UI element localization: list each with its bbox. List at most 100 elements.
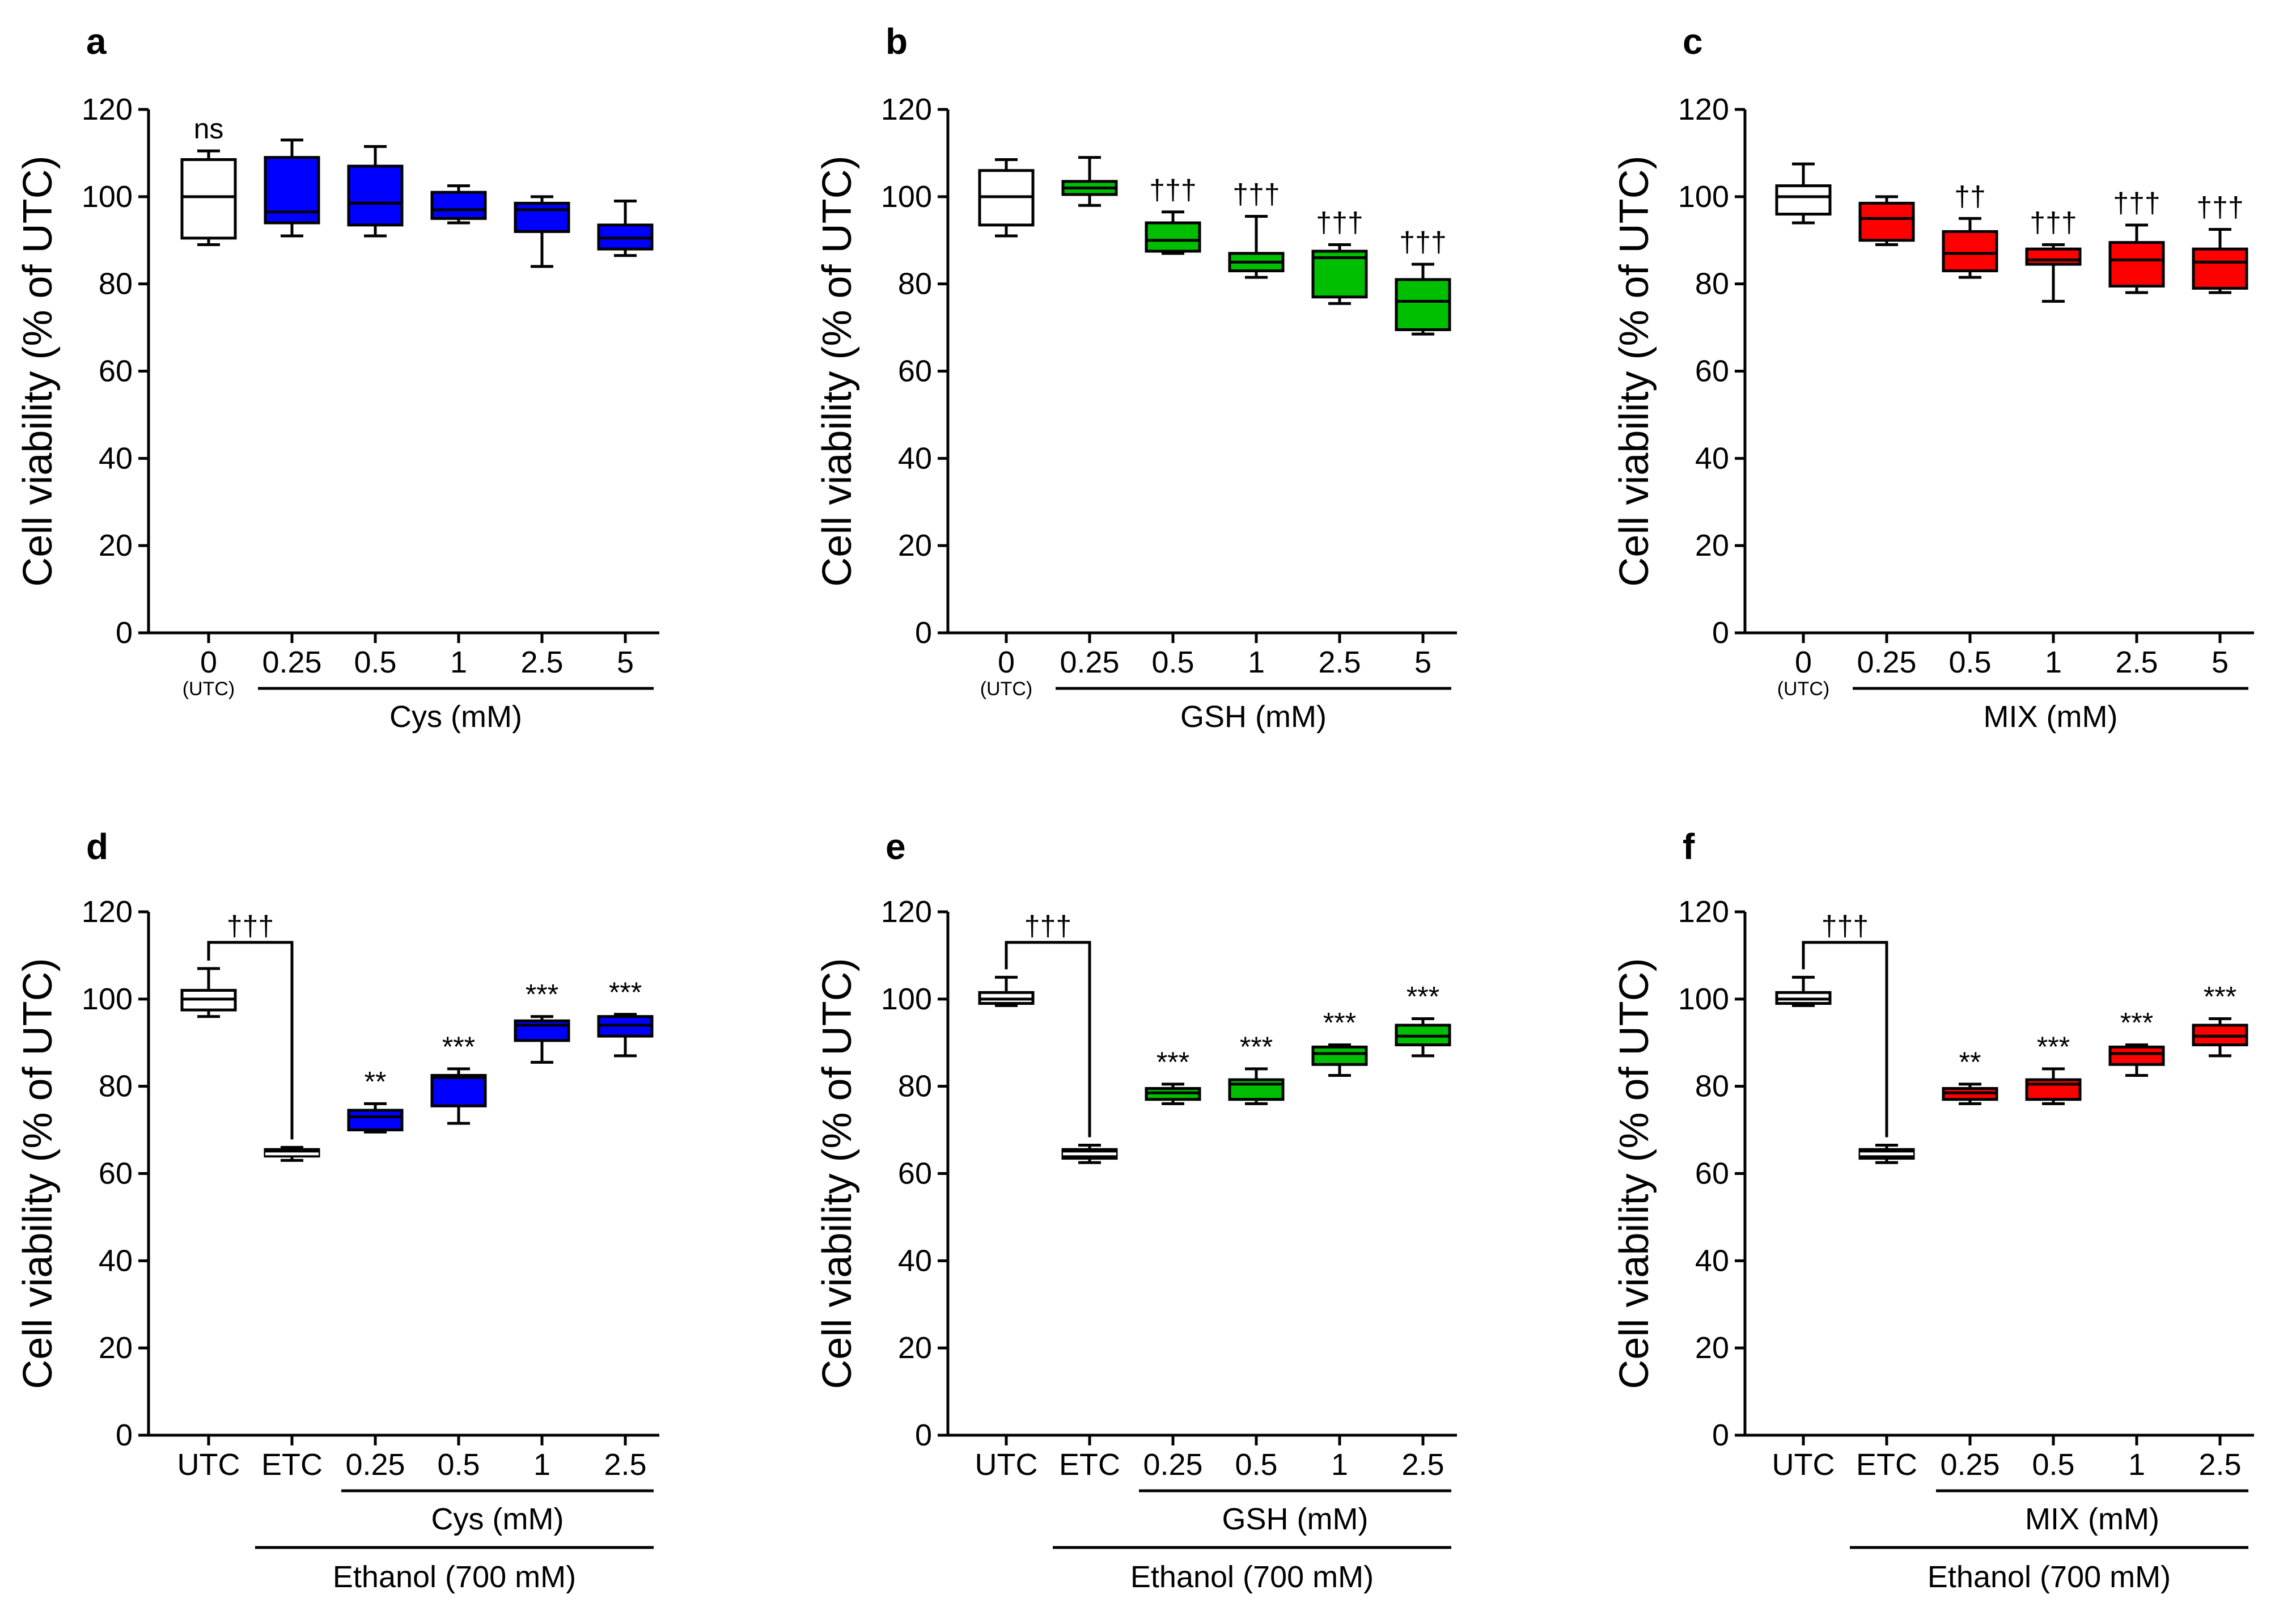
x-tick-label: 0.5 [354, 645, 396, 679]
y-tick-label: 20 [1695, 1331, 1729, 1365]
box-4 [514, 1015, 570, 1064]
y-tick-label: 80 [1695, 1069, 1729, 1103]
x-tick-label: 0 [200, 645, 217, 679]
group-label: Cys (mM) [431, 1502, 564, 1536]
box-2 [347, 1102, 404, 1134]
x-tick-label: 2.5 [1318, 645, 1361, 679]
y-tick-label: 60 [898, 354, 932, 388]
box-3 [1228, 1067, 1285, 1105]
outer-label: Ethanol (700 mM) [1928, 1560, 2171, 1594]
y-tick-label: 120 [881, 92, 932, 126]
panel-letter: f [1683, 826, 1695, 867]
box-3 [430, 184, 487, 225]
significance-label: ** [1959, 1046, 1981, 1078]
group-label: MIX (mM) [2025, 1502, 2159, 1536]
box-4 [514, 195, 570, 268]
y-tick-label: 20 [898, 528, 932, 563]
x-sub-label: (UTC) [183, 678, 235, 700]
y-tick-label: 40 [99, 441, 133, 475]
comparison-bracket [1802, 941, 1888, 1138]
box-0 [180, 967, 237, 1018]
comparison-bracket [207, 941, 294, 1140]
box-iqr [2025, 247, 2082, 266]
box-0 [1775, 975, 1832, 1007]
y-axis-label: Cell viability (% of UTC) [815, 958, 860, 1389]
box-iqr [2108, 1045, 2165, 1066]
group-label: GSH (mM) [1222, 1502, 1369, 1536]
box-2 [1145, 1083, 1201, 1105]
y-tick-label: 120 [1678, 895, 1729, 929]
y-tick-label: 40 [1695, 1244, 1729, 1278]
box-4 [1311, 243, 1368, 305]
x-tick-label: 0.25 [1857, 645, 1916, 679]
y-tick-label: 0 [915, 1418, 932, 1452]
significance-label: *** [2037, 1031, 2070, 1063]
x-tick-label: ETC [1059, 1448, 1120, 1482]
bracket-label: ††† [1821, 910, 1869, 942]
box-iqr [347, 164, 404, 227]
y-tick-label: 20 [99, 528, 133, 563]
box-iqr [1858, 201, 1915, 242]
y-tick-label: 80 [898, 1069, 932, 1103]
significance-label: ††† [1232, 178, 1280, 210]
y-tick-label: 60 [1695, 354, 1729, 388]
y-tick-label: 60 [898, 1157, 932, 1191]
y-tick-label: 100 [82, 180, 133, 214]
x-tick-label: 1 [450, 645, 467, 679]
y-axis-label: Cell viability (% of UTC) [1612, 958, 1657, 1389]
x-tick-label: 1 [1248, 645, 1265, 679]
x-tick-label: 0.5 [437, 1448, 480, 1482]
y-tick-label: 40 [898, 441, 932, 475]
significance-label: *** [442, 1031, 475, 1063]
significance-label: ns [194, 113, 224, 145]
x-tick-label: 1 [2128, 1448, 2145, 1482]
x-tick-label: 0.25 [1940, 1448, 2000, 1482]
box-0 [978, 975, 1035, 1007]
significance-label: †† [1954, 180, 1986, 212]
x-tick-label: 0.5 [1948, 645, 1991, 679]
significance-label: ††† [2030, 206, 2077, 238]
box-iqr [1942, 230, 1998, 273]
y-tick-label: 120 [82, 895, 133, 929]
box-iqr [1775, 184, 1832, 216]
x-tick-label: 0.5 [1151, 645, 1194, 679]
box-3 [1228, 214, 1285, 279]
y-tick-label: 20 [1695, 528, 1729, 563]
box-iqr [1145, 221, 1201, 253]
x-tick-label: 0.25 [345, 1448, 405, 1482]
y-axis-label: Cell viability (% of UTC) [15, 958, 61, 1389]
outer-label: Ethanol (700 mM) [333, 1560, 576, 1594]
x-tick-label: 0.5 [1235, 1448, 1277, 1482]
x-tick-label: 5 [617, 645, 634, 679]
y-tick-label: 80 [1695, 267, 1729, 301]
group-label: Cys (mM) [389, 700, 522, 734]
box-3 [2025, 243, 2082, 303]
box-iqr [514, 201, 570, 233]
x-tick-label: 2.5 [520, 645, 563, 679]
y-tick-label: 40 [1695, 441, 1729, 475]
x-tick-label: 1 [1331, 1448, 1348, 1482]
panel-letter: a [86, 21, 107, 62]
x-tick-label: 2.5 [2115, 645, 2158, 679]
y-tick-label: 120 [82, 92, 133, 126]
x-tick-label: 0.25 [262, 645, 321, 679]
x-tick-label: 0.25 [1060, 645, 1119, 679]
panel-letter: e [886, 826, 906, 867]
y-tick-label: 100 [82, 982, 133, 1016]
box-2 [1942, 217, 1998, 279]
x-tick-label: 0.25 [1143, 1448, 1202, 1482]
box-5 [2192, 1017, 2248, 1058]
box-iqr [1395, 278, 1451, 331]
significance-label: *** [2204, 980, 2236, 1012]
y-tick-label: 100 [881, 982, 932, 1016]
y-axis-label: Cell viability (% of UTC) [815, 155, 860, 586]
bracket-label: ††† [227, 910, 274, 942]
group-label: GSH (mM) [1180, 700, 1327, 734]
y-tick-label: 0 [116, 616, 133, 650]
significance-label: *** [526, 979, 558, 1010]
box-2 [347, 145, 404, 238]
